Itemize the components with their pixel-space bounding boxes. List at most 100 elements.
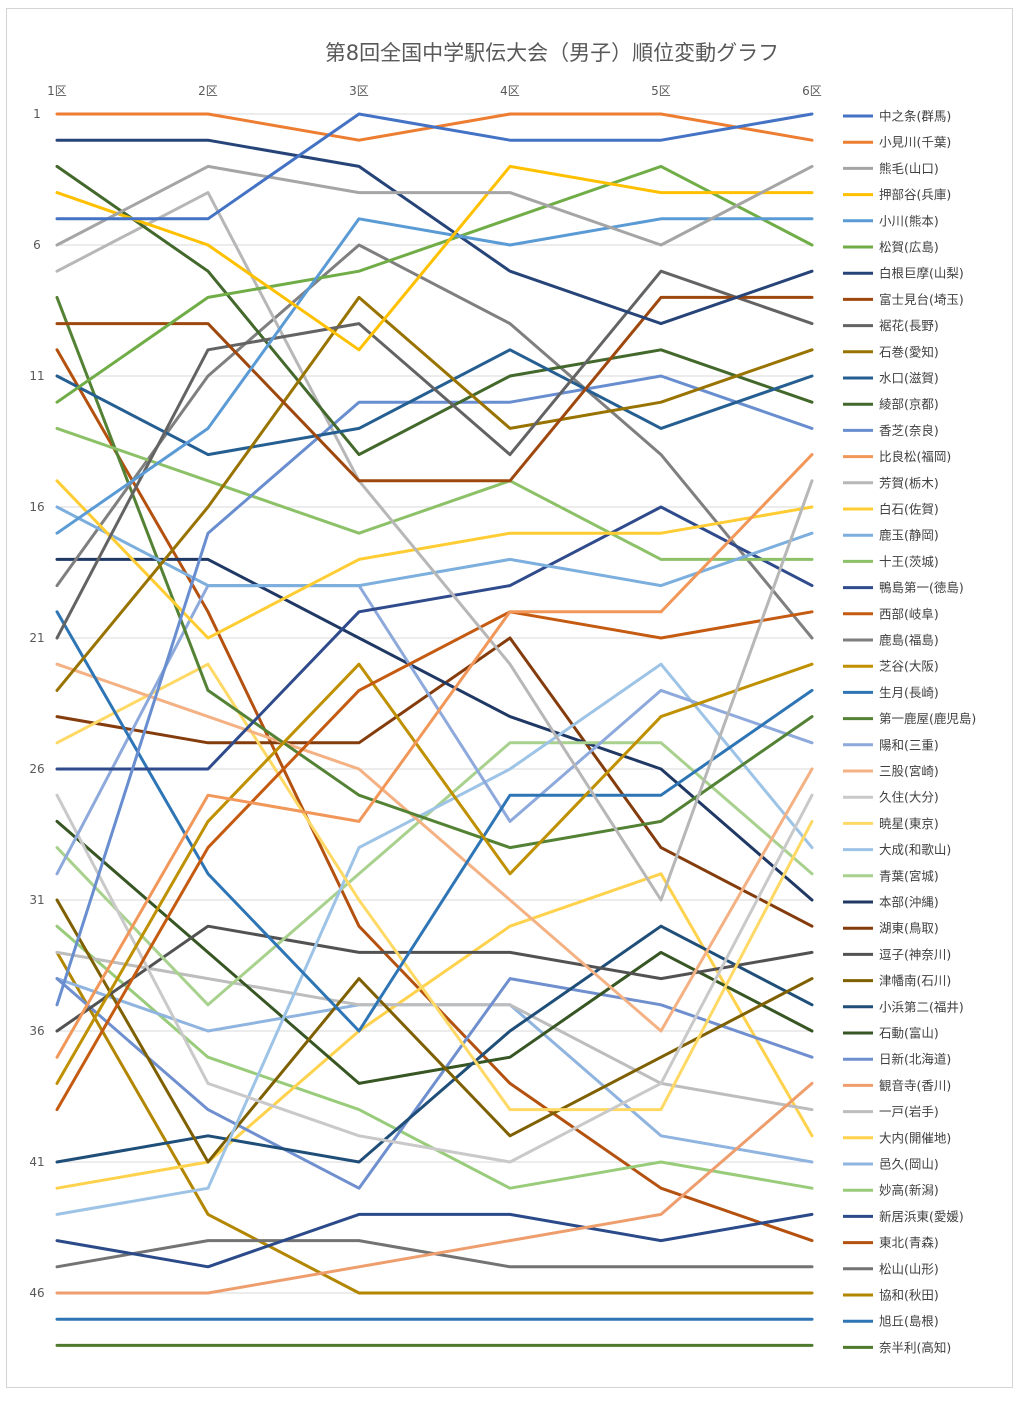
legend-entry: 第一鹿屋(鹿児島) bbox=[843, 711, 976, 726]
legend-entry: 東北(青森) bbox=[843, 1235, 939, 1250]
legend-entry: 奈半利(高知) bbox=[843, 1340, 951, 1355]
series-line bbox=[55, 924, 814, 1033]
legend-entry: 津幡南(石川) bbox=[843, 973, 951, 988]
x-tick-label: 5区 bbox=[651, 84, 671, 98]
legend-label: 小川(熊本) bbox=[879, 213, 939, 228]
series-line bbox=[55, 636, 814, 928]
legend-label: 松賀(広島) bbox=[879, 240, 939, 255]
legend-label: 大内(開催地) bbox=[879, 1130, 951, 1145]
series-line bbox=[55, 138, 814, 326]
legend-entry: 暁星(東京) bbox=[843, 816, 939, 831]
legend-label: 石動(富山) bbox=[879, 1026, 939, 1041]
x-tick-label: 6区 bbox=[802, 84, 822, 98]
y-tick-label: 26 bbox=[29, 762, 44, 776]
legend-entry: 鴨島第一(徳島) bbox=[843, 580, 964, 595]
series-line bbox=[55, 793, 814, 1164]
legend-label: 青葉(宮城) bbox=[879, 868, 939, 883]
series-line bbox=[55, 505, 814, 771]
series-line bbox=[55, 610, 814, 1112]
legend-label: 十王(茨城) bbox=[879, 554, 939, 569]
legend-entry: 熊毛(山口) bbox=[843, 161, 939, 176]
legend-label: 生月(長崎) bbox=[879, 685, 939, 700]
legend-entry: 大成(和歌山) bbox=[843, 842, 951, 857]
legend-entry: 本部(沖縄) bbox=[843, 895, 939, 910]
series-line bbox=[55, 610, 814, 1033]
legend-entry: 小浜第二(福井) bbox=[843, 999, 964, 1014]
legend-label: 熊毛(山口) bbox=[879, 161, 939, 176]
series-line bbox=[55, 426, 814, 561]
legend-entry: 鹿島(福島) bbox=[843, 633, 939, 648]
legend-label: 押部谷(兵庫) bbox=[879, 187, 951, 202]
series-line bbox=[55, 662, 814, 1112]
legend-label: 東北(青森) bbox=[879, 1235, 939, 1250]
legend-entry: 旭丘(島根) bbox=[843, 1314, 939, 1329]
legend-entry: 芝谷(大阪) bbox=[843, 659, 939, 674]
x-tick-label: 4区 bbox=[500, 84, 520, 98]
series-line bbox=[55, 662, 814, 1216]
legend-label: 旭丘(島根) bbox=[879, 1314, 939, 1329]
series-line bbox=[55, 1212, 814, 1269]
legend-label: 暁星(東京) bbox=[879, 816, 939, 831]
series-line bbox=[55, 662, 814, 1033]
legend-entry: 香芝(奈良) bbox=[843, 423, 939, 438]
series-line bbox=[55, 1081, 814, 1295]
legend-label: 陽和(三重) bbox=[879, 737, 939, 752]
legend-label: 小見川(千葉) bbox=[879, 135, 951, 150]
legend-label: 石巻(愛知) bbox=[879, 344, 939, 359]
legend-entry: 十王(茨城) bbox=[843, 554, 939, 569]
series-line bbox=[55, 164, 814, 247]
legend-label: 日新(北海道) bbox=[879, 1052, 951, 1067]
legend-entry: 富士見台(埼玉) bbox=[843, 292, 964, 307]
y-tick-label: 21 bbox=[29, 631, 44, 645]
legend-label: 裾花(長野) bbox=[879, 318, 939, 333]
x-tick-label: 3区 bbox=[349, 84, 369, 98]
legend-entry: 綾部(京都) bbox=[843, 397, 939, 412]
series-line bbox=[55, 243, 814, 640]
legend-label: 比良松(福岡) bbox=[879, 449, 951, 464]
legend-entry: 協和(秋田) bbox=[843, 1288, 939, 1303]
legend-label: 西部(岐阜) bbox=[879, 606, 939, 621]
series-line bbox=[55, 217, 814, 535]
series-line bbox=[55, 112, 814, 221]
series-line bbox=[55, 374, 814, 1007]
series-line bbox=[55, 898, 814, 1164]
legend-entry: 水口(滋賀) bbox=[843, 371, 939, 386]
x-tick-label: 2区 bbox=[198, 84, 218, 98]
legend-entry: 陽和(三重) bbox=[843, 737, 939, 752]
legend-label: 水口(滋賀) bbox=[879, 371, 939, 386]
legend-label: 白根巨摩(山梨) bbox=[879, 266, 964, 281]
legend-entry: 生月(長崎) bbox=[843, 685, 939, 700]
legend-entry: 松賀(広島) bbox=[843, 240, 939, 255]
legend-entry: 中之条(群馬) bbox=[843, 109, 951, 124]
legend-label: 綾部(京都) bbox=[879, 397, 939, 412]
y-tick-label: 31 bbox=[29, 893, 44, 907]
legend-entry: 新居浜東(愛媛) bbox=[843, 1209, 964, 1224]
legend-entry: 石動(富山) bbox=[843, 1026, 939, 1041]
legend-entry: 小川(熊本) bbox=[843, 213, 939, 228]
y-tick-label: 11 bbox=[29, 369, 44, 383]
series-line bbox=[55, 662, 814, 1085]
legend-label: 新居浜東(愛媛) bbox=[879, 1209, 964, 1224]
series-line bbox=[55, 872, 814, 1190]
legend-entry: 観音寺(香川) bbox=[843, 1078, 951, 1093]
series-line bbox=[55, 164, 814, 404]
y-tick-label: 46 bbox=[29, 1286, 44, 1300]
legend-entry: 湖東(鳥取) bbox=[843, 921, 939, 936]
legend-label: 一戸(岩手) bbox=[879, 1104, 939, 1119]
series-line bbox=[55, 819, 814, 1085]
legend-entry: 小見川(千葉) bbox=[843, 135, 951, 150]
legend-label: 邑久(岡山) bbox=[879, 1157, 939, 1172]
legend-label: 白石(佐賀) bbox=[879, 502, 939, 517]
legend-label: 鴨島第一(徳島) bbox=[879, 580, 964, 595]
legend-entry: 松山(山形) bbox=[843, 1261, 939, 1276]
series-line bbox=[55, 295, 814, 850]
legend-entry: 押部谷(兵庫) bbox=[843, 187, 951, 202]
legend-label: 中之条(群馬) bbox=[879, 109, 951, 124]
legend-label: 芝谷(大阪) bbox=[879, 659, 939, 674]
series-line bbox=[55, 269, 814, 640]
legend-entry: 白根巨摩(山梨) bbox=[843, 266, 964, 281]
series-lines bbox=[55, 112, 814, 1347]
legend-label: 妙高(新潟) bbox=[879, 1183, 939, 1198]
legend-label: 松山(山形) bbox=[879, 1261, 939, 1276]
